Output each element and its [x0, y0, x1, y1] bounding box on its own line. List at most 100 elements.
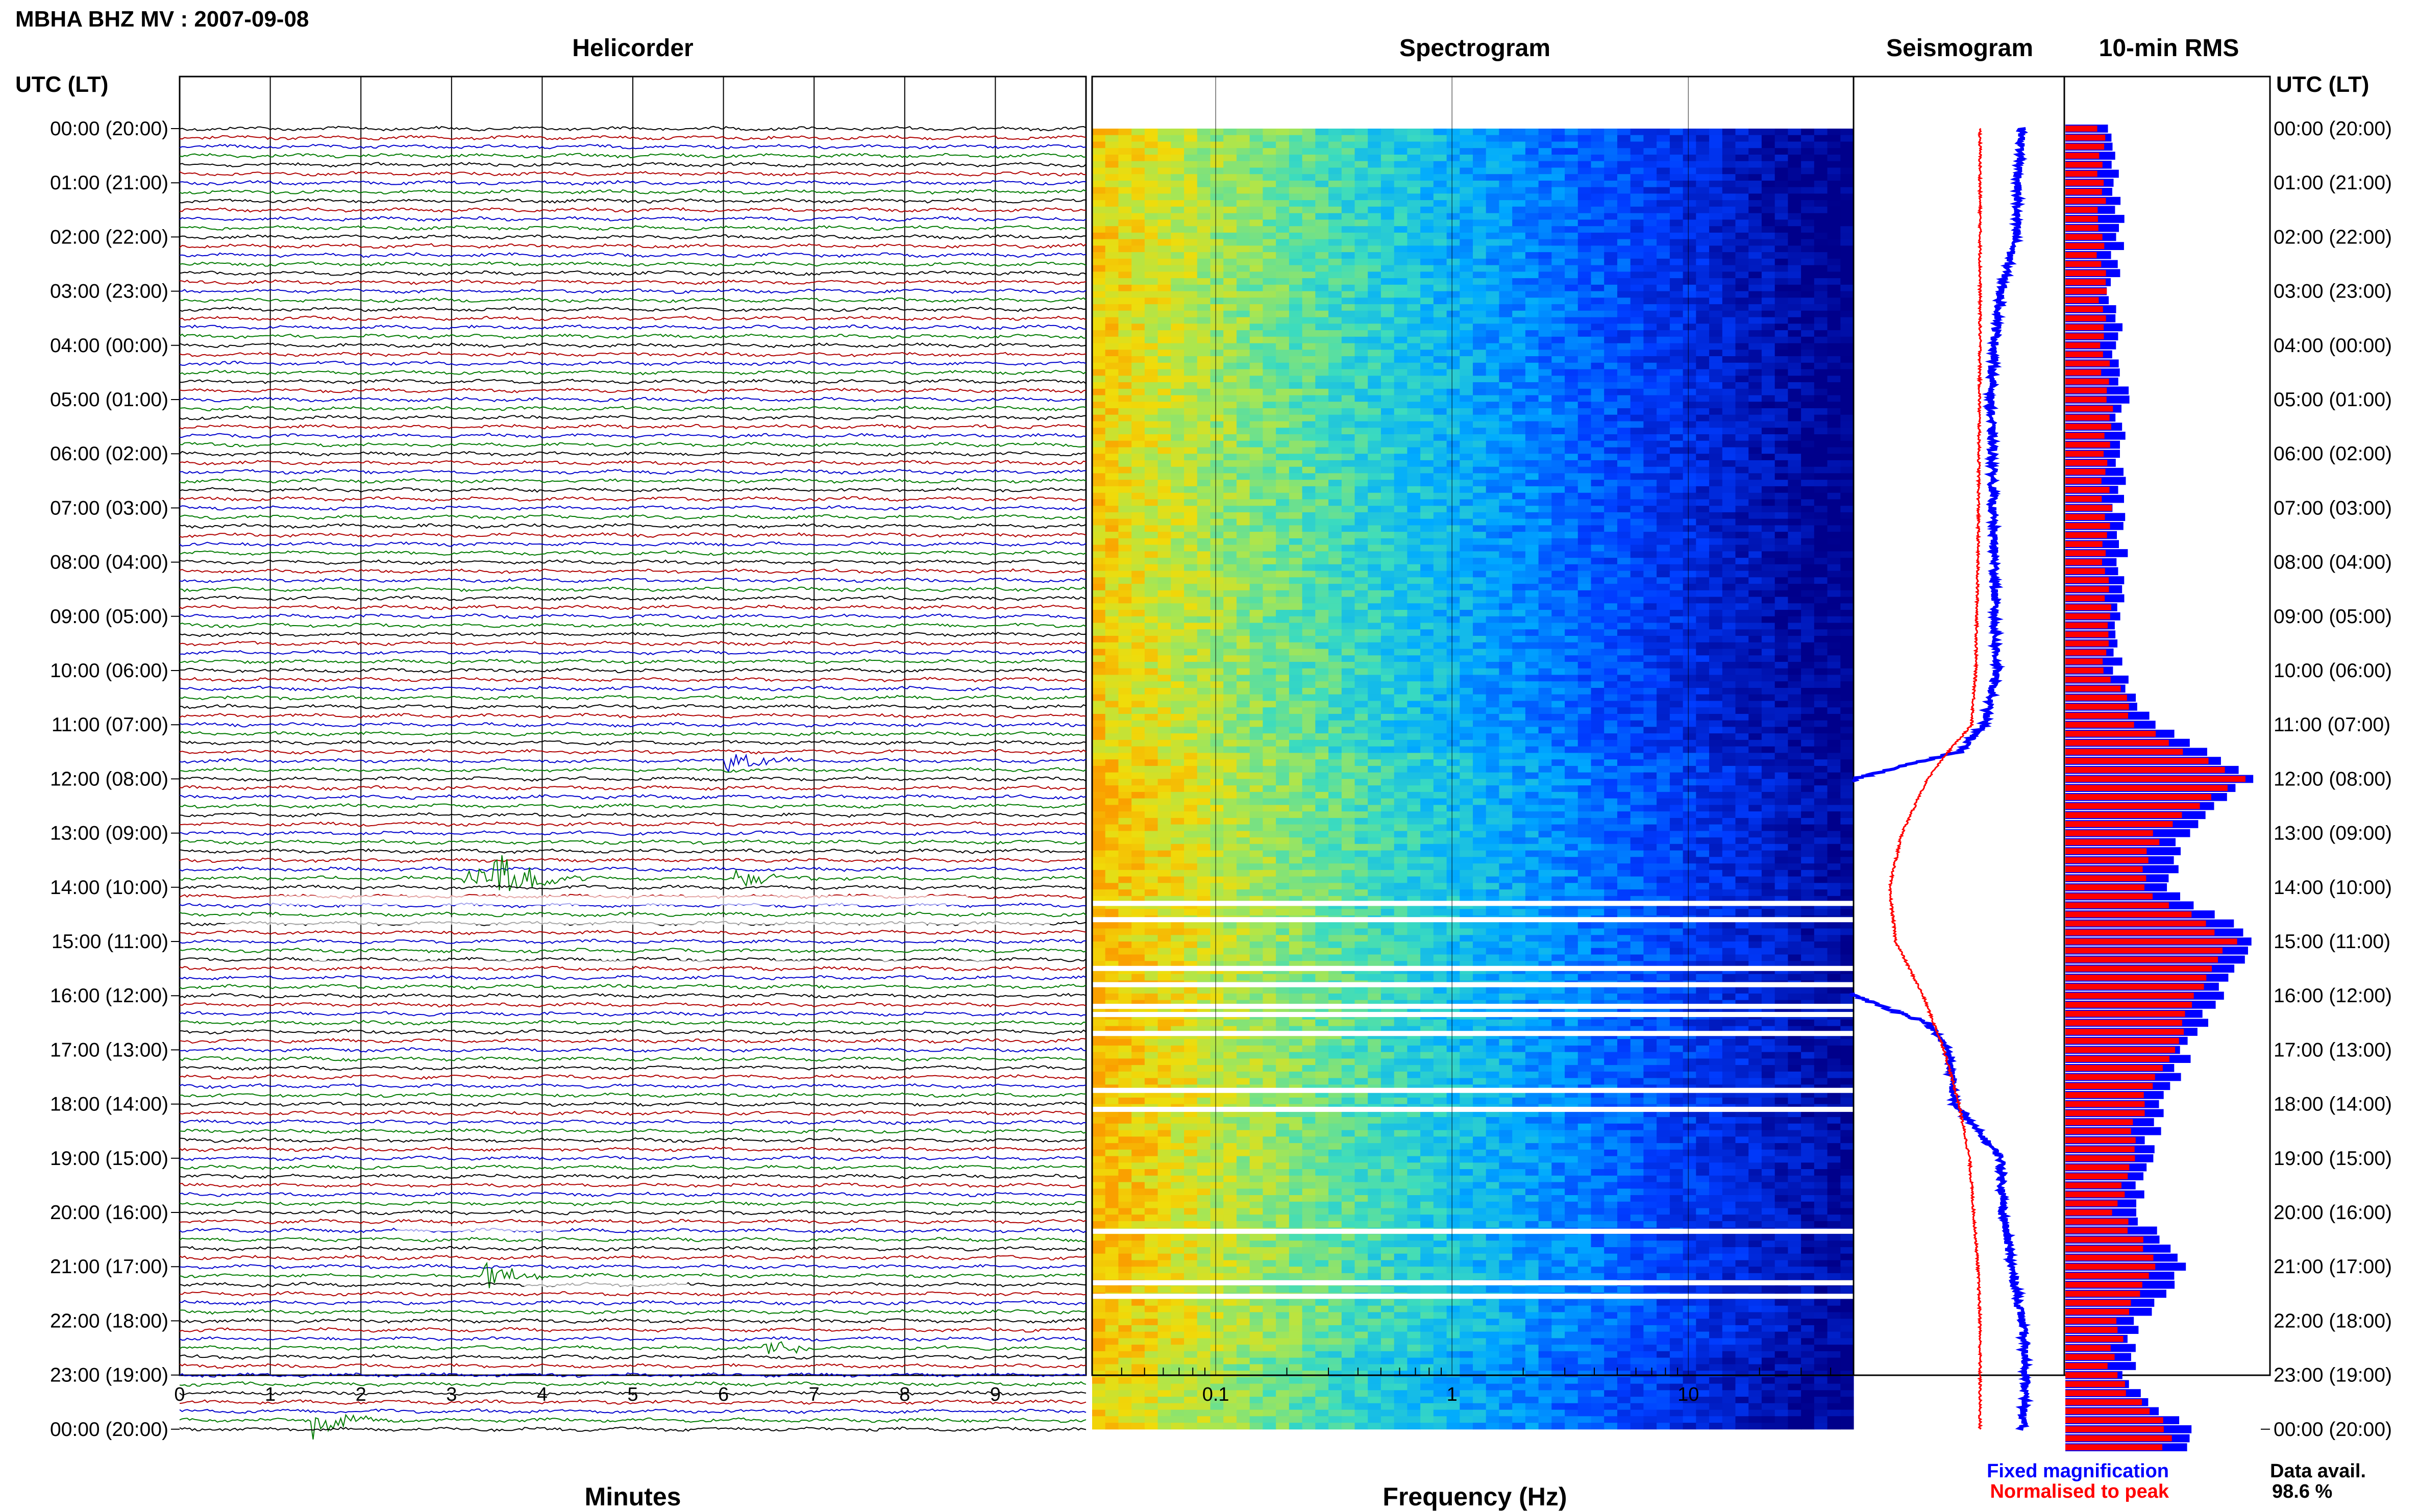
spectrogram-cell: [1709, 395, 1722, 402]
spectrogram-cell: [1368, 330, 1381, 337]
spectrogram-cell: [1486, 454, 1499, 460]
spectrogram-cell: [1250, 278, 1263, 285]
spectrogram-cell: [1617, 245, 1631, 252]
spectrogram-cell: [1355, 265, 1368, 272]
spectrogram-cell: [1328, 193, 1342, 200]
spectrogram-cell: [1722, 239, 1736, 246]
spectrogram-cell: [1407, 245, 1420, 252]
spectrogram-cell: [1801, 571, 1814, 578]
spectrogram-cell: [1736, 486, 1749, 493]
spectrogram-cell: [1289, 395, 1302, 402]
spectrogram-cell: [1499, 271, 1512, 278]
spectrogram-cell: [1788, 480, 1801, 486]
spectrogram-cell: [1447, 512, 1460, 519]
spectrogram-cell: [1762, 252, 1775, 259]
spectrogram-cell: [1315, 402, 1328, 408]
spectrogram-cell: [1434, 551, 1447, 558]
spectrogram-cell: [1420, 259, 1434, 265]
spectrogram-cell: [1512, 181, 1525, 187]
spectrogram-cell: [1486, 610, 1499, 616]
spectrogram-cell: [1460, 200, 1473, 207]
spectrogram-cell: [1604, 135, 1617, 142]
spectrogram-cell: [1158, 168, 1171, 175]
spectrogram-cell: [1211, 245, 1224, 252]
spectrogram-cell: [1736, 480, 1749, 486]
spectrogram-cell: [1525, 350, 1539, 356]
spectrogram-cell: [1578, 467, 1591, 474]
spectrogram-cell: [1631, 317, 1644, 324]
spectrogram-cell: [1788, 525, 1801, 532]
spectrogram-cell: [1394, 226, 1408, 233]
spectrogram-cell: [1617, 193, 1631, 200]
spectrogram-cell: [1237, 135, 1250, 142]
spectrogram-cell: [1211, 389, 1224, 395]
spectrogram-cell: [1539, 434, 1552, 441]
spectrogram-cell: [1788, 454, 1801, 460]
spectrogram-cell: [1617, 448, 1631, 454]
spectrogram-cell: [1539, 415, 1552, 422]
spectrogram-cell: [1276, 219, 1289, 226]
spectrogram-cell: [1211, 558, 1224, 564]
spectrogram-cell: [1171, 649, 1184, 656]
spectrogram-cell: [1539, 642, 1552, 649]
spectrogram-cell: [1722, 590, 1736, 597]
spectrogram-cell: [1631, 337, 1644, 343]
spectrogram-cell: [1748, 369, 1762, 376]
spectrogram-cell: [1551, 480, 1565, 486]
spectrogram-cell: [1250, 610, 1263, 616]
spectrogram-cell: [1092, 233, 1105, 239]
spectrogram-cell: [1525, 155, 1539, 161]
spectrogram-cell: [1709, 460, 1722, 467]
spectrogram-cell: [1197, 564, 1211, 571]
spectrogram-cell: [1814, 265, 1828, 272]
spectrogram-cell: [1473, 187, 1486, 194]
spectrogram-cell: [1289, 168, 1302, 175]
spectrogram-cell: [1473, 571, 1486, 578]
spectrogram-cell: [1184, 415, 1197, 422]
spectrogram-cell: [1788, 148, 1801, 155]
spectrogram-cell: [1775, 460, 1788, 467]
spectrogram-cell: [1788, 434, 1801, 441]
spectrogram-cell: [1525, 304, 1539, 311]
spectrogram-cell: [1722, 610, 1736, 616]
spectrogram-cell: [1289, 278, 1302, 285]
spectrogram-cell: [1460, 422, 1473, 428]
spectrogram-cell: [1762, 480, 1775, 486]
spectrogram-cell: [1237, 298, 1250, 304]
spectrogram-cell: [1709, 577, 1722, 584]
spectrogram-cell: [1158, 512, 1171, 519]
spectrogram-cell: [1250, 590, 1263, 597]
spectrogram-cell: [1775, 259, 1788, 265]
spectrogram-cell: [1486, 181, 1499, 187]
spectrogram-cell: [1788, 551, 1801, 558]
spectrogram-cell: [1657, 304, 1670, 311]
spectrogram-cell: [1631, 285, 1644, 291]
spectrogram-cell: [1788, 356, 1801, 363]
spectrogram-cell: [1407, 369, 1420, 376]
spectrogram-cell: [1722, 265, 1736, 272]
spectrogram-cell: [1709, 473, 1722, 480]
spectrogram-cell: [1539, 649, 1552, 656]
spectrogram-cell: [1328, 571, 1342, 578]
spectrogram-cell: [1131, 226, 1145, 233]
spectrogram-cell: [1512, 616, 1525, 623]
spectrogram-cell: [1342, 356, 1355, 363]
spectrogram-cell: [1604, 187, 1617, 194]
spectrogram-cell: [1736, 389, 1749, 395]
spectrogram-cell: [1394, 577, 1408, 584]
spectrogram-cell: [1342, 129, 1355, 135]
spectrogram-cell: [1643, 304, 1657, 311]
spectrogram-cell: [1420, 330, 1434, 337]
spectrogram-cell: [1342, 330, 1355, 337]
spectrogram-cell: [1657, 441, 1670, 448]
spectrogram-cell: [1315, 343, 1328, 350]
spectrogram-cell: [1709, 317, 1722, 324]
spectrogram-cell: [1315, 655, 1328, 662]
spectrogram-cell: [1617, 545, 1631, 552]
spectrogram-cell: [1460, 395, 1473, 402]
spectrogram-cell: [1578, 415, 1591, 422]
spectrogram-cell: [1722, 460, 1736, 467]
spectrogram-cell: [1250, 448, 1263, 454]
spectrogram-cell: [1578, 271, 1591, 278]
spectrogram-cell: [1434, 239, 1447, 246]
